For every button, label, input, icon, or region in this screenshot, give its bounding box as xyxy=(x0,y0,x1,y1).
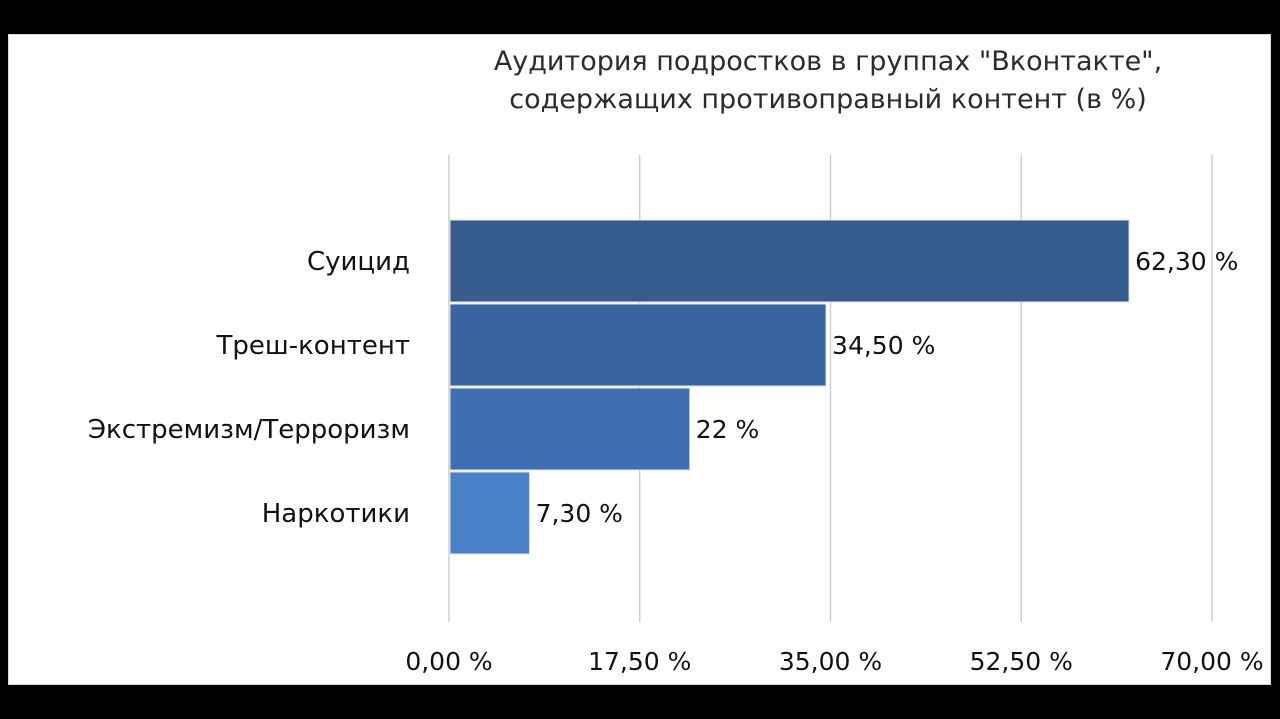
chart-title: Аудитория подростков в группах "Вконтакт… xyxy=(494,46,1162,115)
bars xyxy=(449,219,1130,555)
value-label: 34,50 % xyxy=(832,331,935,360)
x-tick-label: 17,50 % xyxy=(588,647,691,676)
value-label: 62,30 % xyxy=(1135,247,1238,276)
value-labels: 62,30 % 34,50 % 22 % 7,30 % xyxy=(536,247,1239,528)
bar xyxy=(449,387,691,471)
category-labels: Суицид Треш-контент Экстремизм/Терроризм На… xyxy=(88,247,410,529)
bar xyxy=(449,219,1130,303)
bar xyxy=(449,303,827,387)
chart-title-line-1: Аудитория подростков в группах "Вконтакт… xyxy=(494,46,1162,77)
value-label: 7,30 % xyxy=(536,499,623,528)
x-tick-label: 70,00 % xyxy=(1160,647,1263,676)
category-label: Суицид xyxy=(307,247,410,277)
category-label: Треш-контент xyxy=(216,331,410,361)
category-label: Наркотики xyxy=(262,499,410,529)
chart-title-line-2: содержащих противоправный контент (в %) xyxy=(509,84,1147,115)
x-tick-label: 0,00 % xyxy=(405,647,492,676)
x-tick-label: 35,00 % xyxy=(779,647,882,676)
x-axis-tick-labels: 0,00 % 17,50 % 35,00 % 52,50 % 70,00 % xyxy=(405,647,1263,676)
category-label: Экстремизм/Терроризм xyxy=(88,415,410,445)
x-tick-label: 52,50 % xyxy=(970,647,1073,676)
bar xyxy=(449,471,531,555)
value-label: 22 % xyxy=(696,415,760,444)
